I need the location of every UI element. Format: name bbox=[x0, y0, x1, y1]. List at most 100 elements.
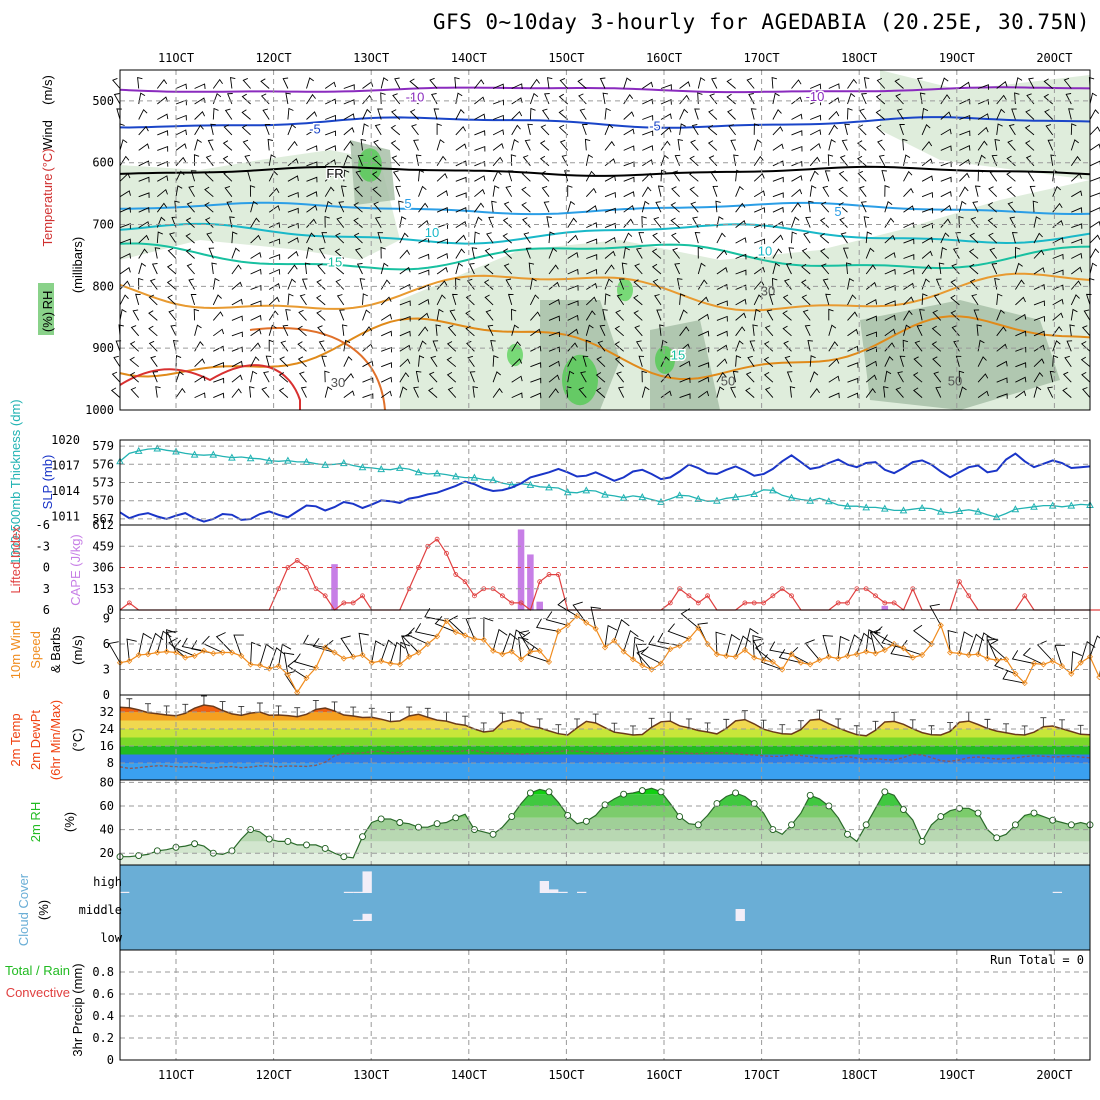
rh-shading bbox=[880, 70, 1090, 180]
wind-barb bbox=[987, 217, 997, 228]
wind-speed-point bbox=[406, 653, 413, 660]
wind-barb bbox=[1069, 324, 1075, 336]
wind-barb bbox=[584, 138, 591, 151]
wind-barb bbox=[654, 294, 662, 306]
wind-barb bbox=[138, 192, 150, 198]
wind-barb bbox=[503, 201, 513, 213]
rh-point bbox=[1067, 821, 1075, 829]
wind-barb bbox=[903, 324, 911, 336]
wind-barb bbox=[185, 233, 195, 244]
temp-maxmin-tick bbox=[574, 718, 581, 728]
wind-barb bbox=[989, 247, 998, 259]
wind-barb bbox=[913, 624, 932, 645]
wind-barb bbox=[604, 191, 616, 198]
ylabel-rh2m-units: (%) bbox=[62, 812, 77, 832]
wind-barb bbox=[201, 635, 223, 653]
wind-speed-point bbox=[555, 628, 562, 635]
temp-maxmin-tick bbox=[144, 703, 151, 713]
wind-barb bbox=[679, 309, 688, 321]
wind-speed-point bbox=[247, 661, 254, 668]
wind-barb bbox=[483, 617, 494, 640]
wind-barb bbox=[204, 170, 214, 182]
wind-barb bbox=[847, 107, 853, 120]
rh-shading-dark bbox=[650, 320, 720, 410]
wind-barb bbox=[336, 216, 345, 228]
wind-barb bbox=[1015, 279, 1025, 290]
thickness-point bbox=[1030, 502, 1038, 510]
wind-barb bbox=[510, 154, 517, 166]
wind-barb bbox=[484, 248, 494, 259]
isotherm-line bbox=[119, 201, 1091, 216]
wind-barb bbox=[1025, 140, 1035, 151]
isotherm-label: 5 bbox=[404, 196, 411, 211]
wind-barb bbox=[511, 97, 523, 105]
wind-barb bbox=[546, 77, 553, 89]
wind-barb bbox=[204, 186, 214, 198]
wind-barb bbox=[802, 309, 811, 321]
wind-barb bbox=[1080, 356, 1091, 368]
wind-barb bbox=[268, 282, 281, 290]
wind-barb bbox=[716, 330, 728, 337]
wind-barb bbox=[1089, 262, 1098, 275]
wind-barb bbox=[436, 266, 448, 275]
wind-barb bbox=[991, 263, 998, 275]
wind-barb bbox=[154, 247, 161, 259]
wind-barb bbox=[111, 371, 121, 383]
wind-barb bbox=[306, 204, 318, 213]
wind-tick-label: 6 bbox=[103, 637, 110, 651]
wind-barb bbox=[730, 139, 737, 151]
wind-barb bbox=[1014, 262, 1023, 275]
wind-barb bbox=[188, 185, 195, 197]
wind-barb bbox=[694, 232, 701, 244]
wind-barb bbox=[1070, 173, 1082, 182]
temp-maxmin-tick bbox=[424, 707, 431, 718]
wind-barb bbox=[728, 124, 736, 136]
wind-barb bbox=[455, 176, 467, 183]
wind-barb bbox=[138, 92, 146, 105]
temp-maxmin-tick bbox=[592, 713, 599, 724]
wind-barb bbox=[372, 186, 382, 198]
wind-barb bbox=[282, 77, 289, 89]
temp-maxmin-tick bbox=[163, 705, 170, 715]
wind-barb bbox=[1089, 192, 1100, 198]
wind-barb bbox=[436, 190, 449, 198]
wind-barb bbox=[418, 237, 430, 244]
rh-tick-label: 60 bbox=[100, 799, 114, 813]
temp-maxmin-tick bbox=[667, 711, 674, 722]
wind-barb bbox=[735, 202, 746, 213]
wind-barb bbox=[231, 331, 243, 338]
wind-barb bbox=[715, 631, 726, 655]
wind-barb bbox=[324, 172, 336, 182]
wind-barb bbox=[113, 355, 121, 367]
wind-barb bbox=[527, 123, 533, 136]
wind-barb bbox=[1052, 202, 1063, 213]
wind-barb bbox=[157, 96, 169, 105]
temp-maxmin-tick bbox=[331, 701, 338, 711]
wind-barb bbox=[194, 392, 206, 399]
wind-barb bbox=[548, 360, 560, 368]
wind-barb bbox=[380, 279, 391, 290]
wind-barb bbox=[921, 222, 934, 229]
wind-barb bbox=[287, 250, 299, 259]
wind-barb bbox=[744, 627, 759, 651]
wind-barb bbox=[825, 293, 831, 306]
wind-barb bbox=[974, 185, 981, 197]
temp-maxmin-tick bbox=[219, 701, 226, 711]
wind-barb bbox=[392, 93, 401, 105]
wind-barb bbox=[324, 159, 337, 167]
wind-barb bbox=[380, 77, 389, 89]
wind-barb bbox=[138, 176, 150, 183]
wind-barb bbox=[166, 631, 178, 653]
wind-barb bbox=[726, 93, 736, 105]
wind-barb bbox=[564, 170, 570, 182]
wind-barb bbox=[782, 294, 792, 306]
wind-barb bbox=[912, 372, 923, 383]
wind-barb bbox=[110, 387, 121, 398]
wind-barb bbox=[1011, 650, 1035, 664]
wind-barb bbox=[996, 377, 1008, 384]
wind-barb bbox=[492, 129, 505, 136]
wind-tick-label: 0 bbox=[103, 688, 110, 702]
wind-barb bbox=[399, 266, 411, 275]
wind-barb bbox=[604, 264, 615, 275]
wind-speed-point bbox=[611, 637, 618, 644]
